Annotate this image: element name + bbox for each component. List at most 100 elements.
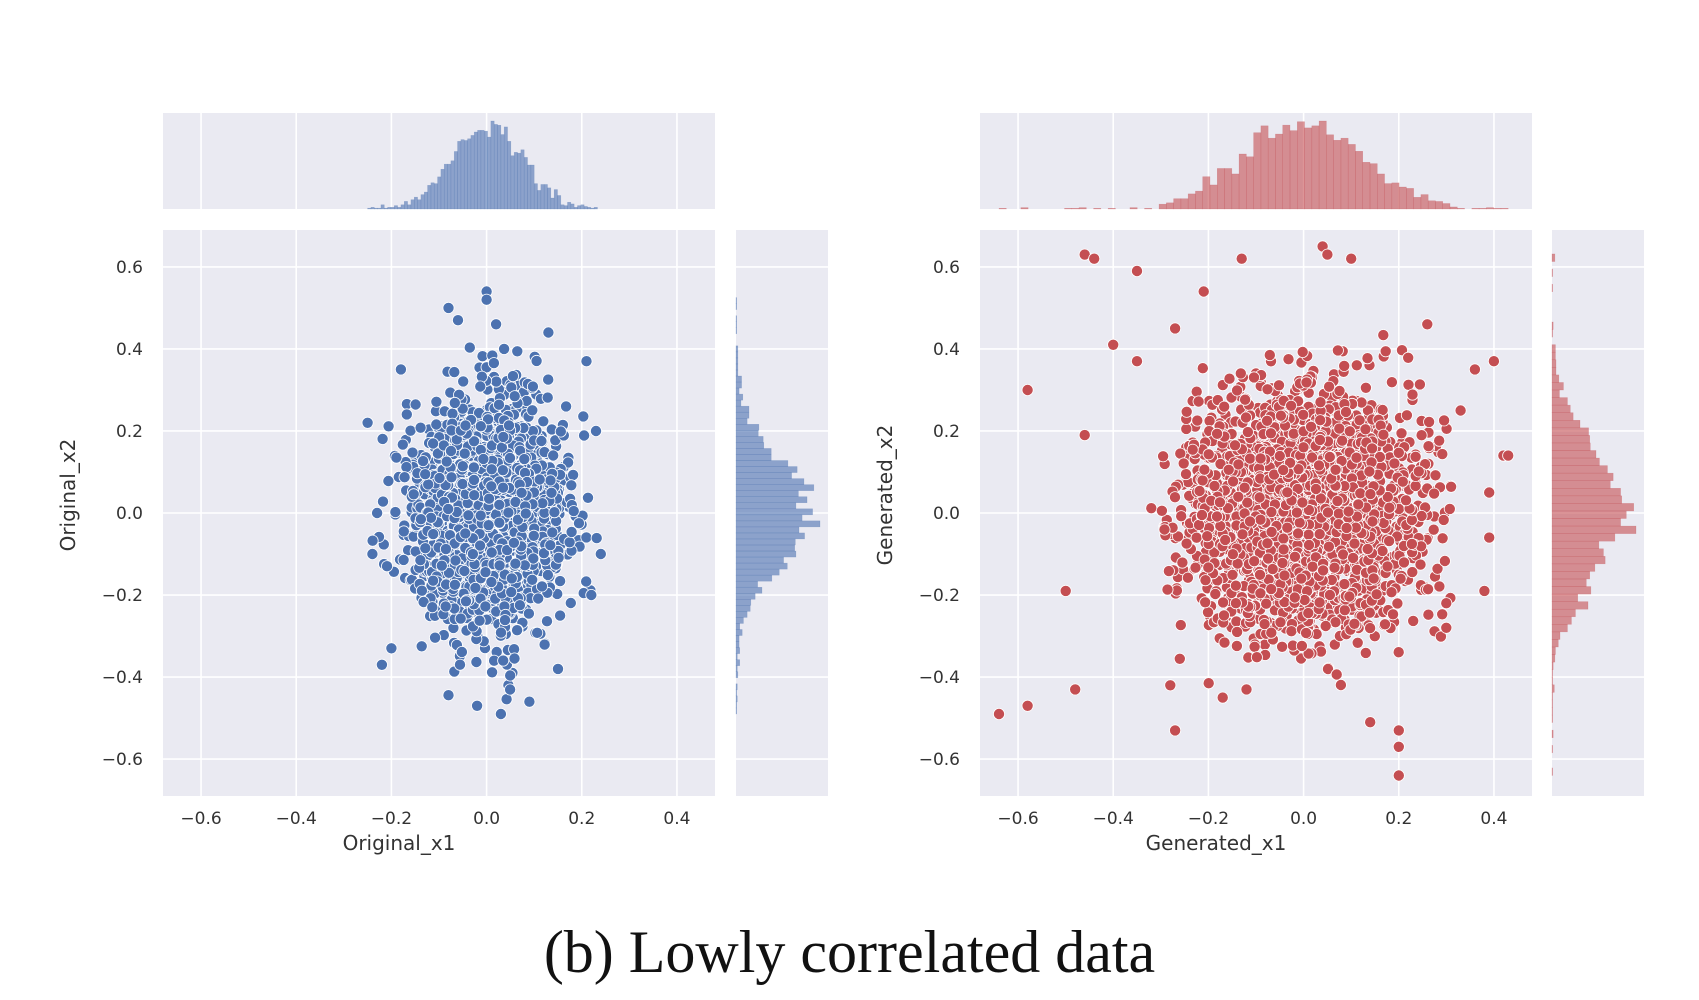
histogram-bar	[533, 183, 538, 210]
scatter-point	[487, 357, 500, 370]
histogram-bar	[520, 149, 525, 210]
scatter-point	[462, 509, 475, 522]
scatter-point	[400, 408, 413, 421]
scatter-point	[397, 525, 410, 538]
scatter-point	[444, 444, 457, 457]
scatter-point	[1231, 625, 1244, 638]
histogram-bar	[400, 204, 405, 210]
scatter-point	[503, 451, 516, 464]
histogram-bar	[735, 460, 789, 467]
histogram-bar	[735, 532, 805, 540]
scatter-point	[580, 355, 593, 368]
scatter-point	[453, 658, 466, 671]
scatter-point	[542, 326, 555, 339]
scatter-point	[1145, 502, 1158, 515]
scatter-point	[552, 662, 565, 675]
scatter-point	[1400, 409, 1413, 422]
scatter-point	[544, 474, 557, 487]
histogram-bar	[563, 205, 568, 210]
histogram-bar	[735, 593, 756, 600]
histogram-bar	[487, 136, 492, 210]
histogram-bar	[480, 130, 485, 210]
scatter-point	[580, 531, 593, 544]
scatter-point	[446, 407, 459, 420]
scatter-point	[448, 396, 461, 409]
scatter-point	[533, 473, 546, 486]
scatter-point	[1248, 640, 1261, 653]
scatter-point	[382, 474, 395, 487]
scatter-point	[390, 451, 403, 464]
scatter-point	[527, 529, 540, 542]
scatter-point	[396, 438, 409, 451]
histogram-bar	[417, 199, 422, 210]
scatter-point	[1173, 652, 1186, 665]
scatter-point	[414, 554, 427, 567]
histogram-bar	[735, 653, 738, 660]
histogram-bar	[735, 369, 739, 377]
x-tick-label: −0.6	[180, 809, 221, 829]
histogram-bar	[567, 201, 572, 210]
scatter-point	[426, 601, 439, 614]
scatter-point	[435, 559, 448, 572]
histogram-bar	[580, 204, 585, 210]
scatter-point	[526, 573, 539, 586]
histogram-bar	[503, 126, 508, 210]
scatter-point	[409, 398, 422, 411]
scatter-point	[1429, 469, 1442, 482]
y-tick-label: 0.4	[116, 340, 143, 360]
scatter-point	[1158, 523, 1171, 536]
histogram-bar	[735, 544, 795, 552]
scatter-point	[493, 559, 506, 572]
scatter-point	[479, 600, 492, 613]
histogram-bar	[384, 207, 388, 210]
scatter-point	[1338, 604, 1351, 617]
scatter-point	[1157, 450, 1170, 463]
scatter-point	[546, 526, 559, 539]
generated-jointplot: −0.6 −0.4 −0.2 0.0 0.2 0.4−0.6−0.4−0.20.00.20…	[873, 113, 1644, 855]
histogram-bar	[735, 635, 740, 642]
scatter-point	[496, 464, 509, 477]
scatter-point	[1385, 376, 1398, 389]
histogram-bar	[735, 442, 765, 449]
scatter-point	[585, 589, 598, 602]
scatter-point	[502, 419, 515, 432]
scatter-point	[404, 424, 417, 437]
scatter-point	[459, 595, 472, 608]
scatter-point	[1436, 532, 1449, 545]
histogram-bar	[735, 484, 815, 491]
scatter-point	[519, 507, 532, 520]
histogram-bar	[735, 701, 737, 709]
scatter-point	[459, 527, 472, 540]
histogram-bar	[557, 195, 562, 210]
scatter-point	[467, 473, 480, 486]
histogram-bar	[497, 124, 502, 210]
histogram-bar	[735, 629, 743, 636]
scatter-point	[582, 491, 595, 504]
scatter-point	[474, 509, 487, 522]
histogram-bar	[477, 130, 482, 210]
scatter-point	[485, 463, 498, 476]
scatter-point	[1413, 378, 1426, 391]
scatter-point	[486, 666, 499, 679]
scatter-point	[439, 600, 452, 613]
scatter-point	[594, 548, 607, 561]
scatter-point	[442, 689, 455, 702]
histogram-bar	[735, 568, 780, 576]
scatter-point	[1274, 616, 1287, 629]
scatter-point	[415, 640, 428, 653]
scatter-point	[545, 486, 558, 499]
histogram-bar	[407, 204, 412, 210]
scatter-point	[463, 341, 476, 354]
scatter-point	[1263, 349, 1276, 362]
histogram-bar	[735, 327, 737, 335]
scatter-point	[1415, 429, 1428, 442]
scatter-point	[459, 419, 472, 432]
histogram-bar	[543, 184, 548, 210]
scatter-point	[1363, 606, 1376, 619]
scatter-point	[485, 576, 498, 589]
x-tick-label: −0.2	[371, 809, 412, 829]
scatter-point	[498, 342, 511, 355]
scatter-point	[544, 539, 557, 552]
histogram-bar	[735, 430, 759, 437]
